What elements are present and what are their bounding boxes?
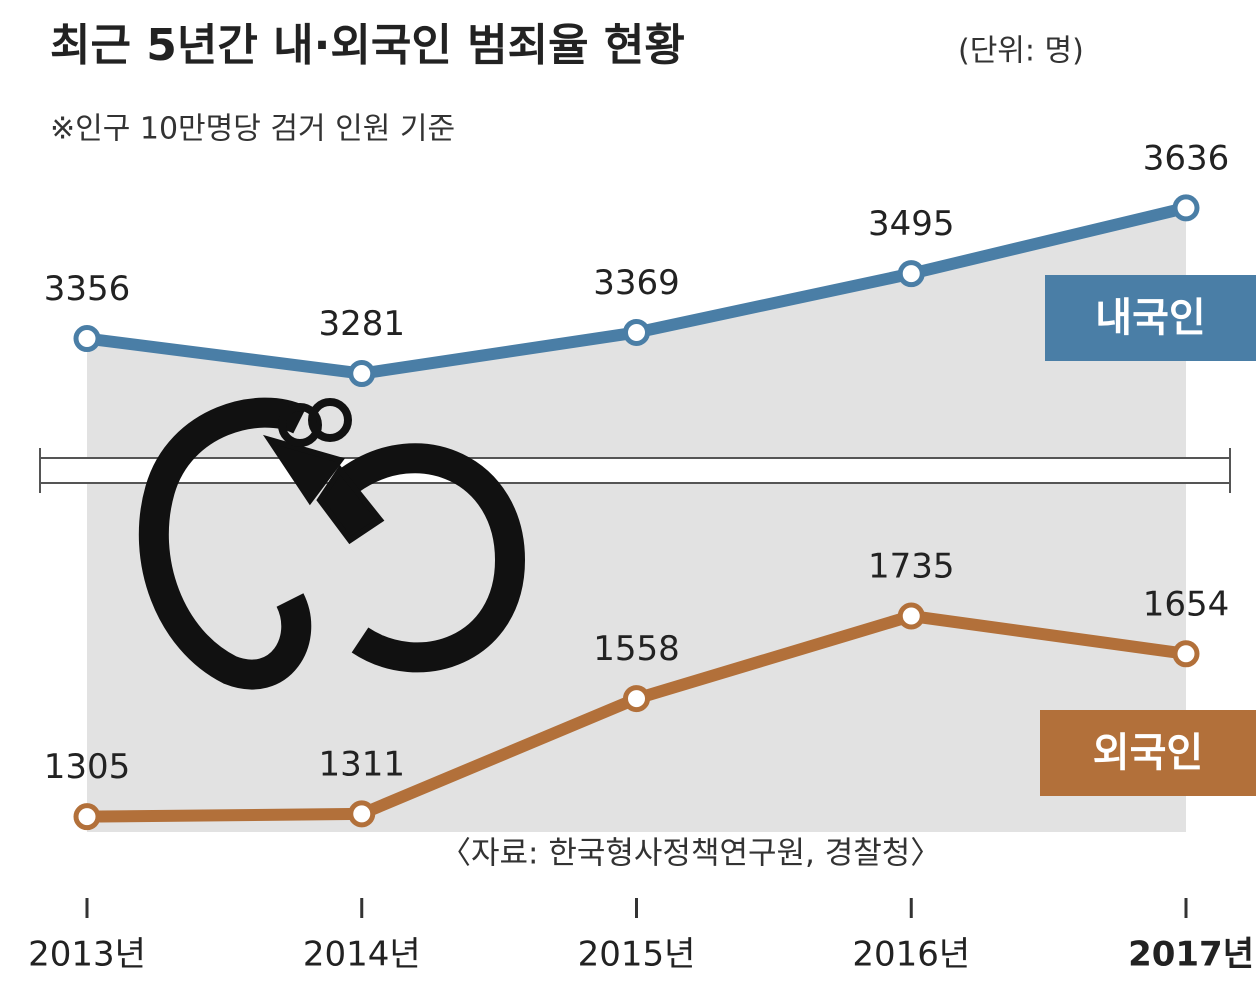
x-tick-label: 2016년: [852, 935, 970, 975]
data-point: [1175, 643, 1197, 665]
x-tick-label: 2014년: [303, 935, 421, 975]
x-tick-label: 2015년: [578, 935, 696, 975]
data-point: [626, 321, 648, 343]
data-point: [351, 803, 373, 825]
source: 〈자료: 한국형사정책연구원, 경찰청〉: [440, 836, 941, 872]
data-label: 3281: [318, 304, 405, 344]
data-label: 3636: [1143, 138, 1230, 178]
unit-label: (단위: 명): [958, 34, 1084, 69]
x-tick-label: 2017년: [1128, 935, 1254, 975]
data-point: [626, 688, 648, 710]
data-label: 1735: [868, 547, 955, 587]
data-point: [1175, 197, 1197, 219]
data-point: [351, 363, 373, 385]
data-point: [76, 806, 98, 828]
data-point: [900, 605, 922, 627]
data-label: 3495: [868, 204, 955, 244]
axis-break: [40, 458, 1230, 483]
legend-label: 외국인: [1093, 730, 1203, 776]
legend-label: 내국인: [1095, 295, 1205, 341]
subtitle: ※인구 10만명당 검거 인원 기준: [50, 112, 455, 147]
data-label: 1311: [318, 744, 405, 784]
data-label: 1558: [593, 629, 680, 669]
chart-title: 최근 5년간 내·외국인 범죄율 현황: [50, 20, 685, 71]
data-label: 1654: [1143, 584, 1230, 624]
data-label: 1305: [44, 747, 131, 787]
data-point: [76, 328, 98, 350]
data-label: 3356: [44, 269, 131, 309]
data-label: 3369: [593, 263, 680, 303]
chart: 최근 5년간 내·외국인 범죄율 현황 (단위: 명) ※인구 10만명당 검거…: [0, 0, 1259, 982]
data-point: [900, 263, 922, 285]
x-tick-label: 2013년: [28, 935, 146, 975]
